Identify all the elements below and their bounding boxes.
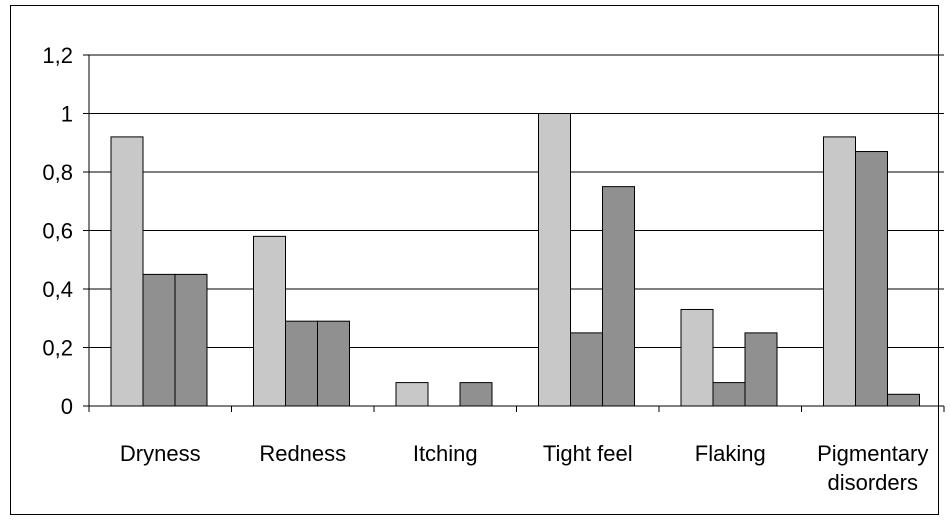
y-tick-label: 0,6 [42, 219, 73, 244]
axes [83, 54, 945, 412]
bar [174, 273, 208, 407]
y-tick-label: 1 [61, 102, 73, 127]
bar [744, 332, 778, 407]
bar [110, 136, 144, 407]
y-tick-label: 0,2 [42, 336, 73, 361]
y-tick-label: 0,4 [42, 277, 73, 302]
bar [538, 113, 571, 407]
bars [110, 113, 920, 407]
bar [317, 320, 350, 407]
x-category-label: Dryness [120, 441, 201, 466]
bar [570, 332, 603, 407]
y-tick-label: 0 [61, 394, 73, 419]
bar [459, 382, 493, 407]
y-tick-label: 0,8 [42, 160, 73, 185]
bar [395, 382, 429, 407]
y-tick-label: 1,2 [42, 43, 73, 68]
x-category-label: Pigmentary [817, 441, 928, 466]
gridlines [89, 54, 944, 348]
bar [855, 151, 888, 407]
bar [253, 235, 286, 407]
bar [823, 136, 856, 407]
bar [887, 393, 920, 407]
bar [602, 186, 635, 407]
x-category-label: Flaking [695, 441, 766, 466]
x-category-label: Tight feel [543, 441, 633, 466]
chart-frame [10, 5, 939, 515]
x-category-label: Redness [259, 441, 346, 466]
x-category-label: Itching [413, 441, 478, 466]
labels: 0 0,2 0,4 0,6 0,8 1 1,2 Dryness Redness Itching Ti… [42, 43, 928, 495]
x-category-label: disorders [828, 470, 918, 495]
bar [142, 273, 176, 407]
bar [680, 308, 714, 407]
bar [285, 320, 318, 407]
bar [712, 382, 746, 407]
